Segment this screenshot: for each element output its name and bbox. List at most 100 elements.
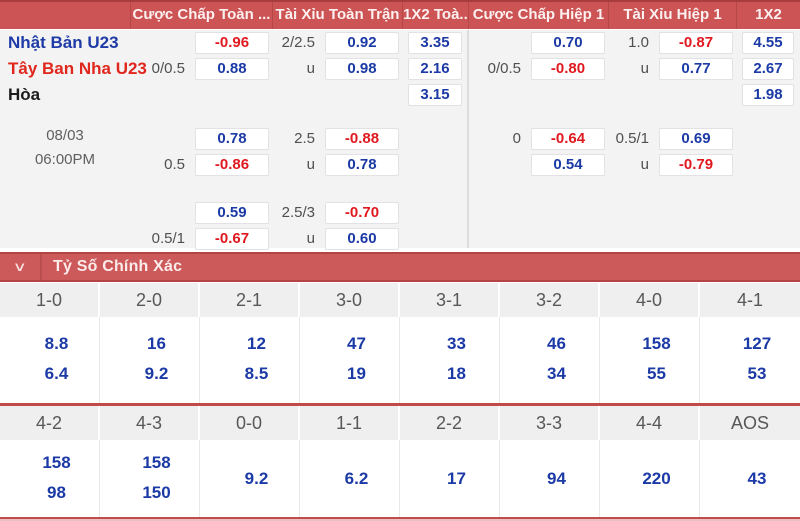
score-odds-cell: 220 xyxy=(600,440,700,517)
score-odds-value[interactable]: 6.2 xyxy=(344,468,369,488)
under-label: u xyxy=(306,156,315,173)
odds-pill-ou-full-over[interactable]: -0.70 xyxy=(325,202,399,224)
odds-pill-ou-full-under[interactable]: 0.98 xyxy=(325,58,399,80)
team-name-away: Tây Ban Nha U23 xyxy=(8,59,147,78)
score-odds-value[interactable]: 17 xyxy=(447,468,466,488)
under-label: u xyxy=(640,156,649,173)
score-odds-value[interactable]: 47 xyxy=(347,334,366,353)
score-header-cell: 4-0 xyxy=(600,283,700,317)
score-odds-value[interactable]: 98 xyxy=(47,483,66,502)
odds-pill-1x2-h1-draw[interactable]: 1.98 xyxy=(742,84,794,106)
draw-label: Hòa xyxy=(8,85,41,104)
score-odds-value[interactable]: 55 xyxy=(647,364,666,383)
section-header-divider xyxy=(40,254,42,280)
bottom-border-dark xyxy=(0,517,800,519)
score-odds-value[interactable]: 8.5 xyxy=(244,364,269,383)
score-odds-value[interactable]: 16 xyxy=(147,334,166,353)
score-header-cell: 4-3 xyxy=(100,406,200,440)
score-header-cell: 4-4 xyxy=(600,406,700,440)
odds-pill-ou-full-over[interactable]: 0.92 xyxy=(325,32,399,54)
odds-grid: Nhật Bản U23 Tây Ban Nha U23 Hòa -0.96 0… xyxy=(0,30,800,250)
odds-pill-cc-h1-home[interactable]: 0.70 xyxy=(531,32,605,54)
score-odds-row-1: 8.8 6.4 16 9.2 12 8.5 47 19 33 18 46 34 … xyxy=(0,317,800,403)
score-rows-separator xyxy=(0,403,800,406)
score-odds-value[interactable]: 53 xyxy=(747,364,767,383)
score-header-row-1: 1-0 2-0 2-1 3-0 3-1 3-2 4-0 4-1 xyxy=(0,283,800,317)
odds-pill-cc-full-away[interactable]: 0.88 xyxy=(195,58,269,80)
total-line: 2.5 xyxy=(294,130,315,147)
chevron-down-icon[interactable]: ∨ xyxy=(12,259,28,274)
odds-pill-ou-full-under[interactable]: 0.78 xyxy=(325,154,399,176)
score-odds-cell: 43 xyxy=(700,440,800,517)
score-odds-cell: 33 18 xyxy=(400,317,500,403)
full-half-divider xyxy=(467,30,469,248)
score-header-cell: 0-0 xyxy=(200,406,300,440)
header-handicap-full: Cược Chấp Toàn ... xyxy=(130,2,272,29)
score-odds-value[interactable]: 158 xyxy=(142,453,171,472)
odds-pill-ou-h1-over[interactable]: 0.69 xyxy=(659,128,733,150)
odds-pill-ou-h1-under[interactable]: 0.77 xyxy=(659,58,733,80)
correct-score-section-header[interactable]: ∨ Tỷ Số Chính Xác xyxy=(0,252,800,282)
score-header-cell: 4-1 xyxy=(700,283,800,317)
score-odds-value[interactable]: 150 xyxy=(142,483,171,502)
header-overunder-full: Tài Xỉu Toàn Trận xyxy=(272,2,402,29)
odds-pill-1x2-full-home[interactable]: 3.35 xyxy=(408,32,462,54)
score-header-cell: 1-0 xyxy=(0,283,100,317)
score-header-cell: 3-3 xyxy=(500,406,600,440)
odds-pill-cc-h1[interactable]: -0.64 xyxy=(531,128,605,150)
score-odds-value[interactable]: 94 xyxy=(547,468,566,488)
odds-pill-1x2-h1-away[interactable]: 2.67 xyxy=(742,58,794,80)
score-odds-cell: 158 55 xyxy=(600,317,700,403)
odds-pill-cc-full[interactable]: -0.67 xyxy=(195,228,269,250)
score-odds-value[interactable]: 8.8 xyxy=(44,334,69,353)
score-odds-value[interactable]: 220 xyxy=(642,468,671,488)
odds-pill-cc-full-home[interactable]: -0.96 xyxy=(195,32,269,54)
odds-pill-ou-h1-over[interactable]: -0.87 xyxy=(659,32,733,54)
score-odds-value[interactable]: 12 xyxy=(247,334,266,353)
score-odds-cell: 16 9.2 xyxy=(100,317,200,403)
total-line: 1.0 xyxy=(628,34,649,51)
score-header-cell: 3-2 xyxy=(500,283,600,317)
score-odds-value[interactable]: 9.2 xyxy=(244,468,269,488)
score-odds-value[interactable]: 18 xyxy=(447,364,466,383)
odds-pill-ou-full-under[interactable]: 0.60 xyxy=(325,228,399,250)
score-odds-value[interactable]: 6.4 xyxy=(44,364,69,383)
score-odds-cell: 158 150 xyxy=(100,440,200,517)
header-overunder-half1: Tài Xỉu Hiệp 1 xyxy=(608,2,736,29)
match-datetime: 08/03 06:00PM xyxy=(0,124,130,172)
under-label: u xyxy=(640,60,649,77)
odds-pill-cc-full[interactable]: 0.78 xyxy=(195,128,269,150)
handicap-line: 0.5 xyxy=(164,156,185,173)
odds-pill-1x2-full-away[interactable]: 2.16 xyxy=(408,58,462,80)
match-date: 08/03 xyxy=(46,127,84,144)
header-1x2-half1: 1X2 xyxy=(736,2,800,29)
odds-pill-cc-h1[interactable]: 0.54 xyxy=(531,154,605,176)
odds-pill-1x2-h1-home[interactable]: 4.55 xyxy=(742,32,794,54)
header-spacer xyxy=(0,2,130,29)
odds-pill-cc-h1-away[interactable]: -0.80 xyxy=(531,58,605,80)
score-odds-cell: 46 34 xyxy=(500,317,600,403)
score-odds-value[interactable]: 46 xyxy=(547,334,566,353)
odds-pill-ou-full-over[interactable]: -0.88 xyxy=(325,128,399,150)
score-header-cell: 1-1 xyxy=(300,406,400,440)
score-odds-value[interactable]: 158 xyxy=(42,453,71,472)
score-header-cell: 2-2 xyxy=(400,406,500,440)
score-odds-cell: 9.2 xyxy=(200,440,300,517)
total-line: 0.5/1 xyxy=(615,130,649,147)
score-odds-cell: 47 19 xyxy=(300,317,400,403)
score-odds-value[interactable]: 158 xyxy=(642,334,671,353)
header-handicap-half1: Cược Chấp Hiệp 1 xyxy=(468,2,608,29)
odds-pill-cc-full[interactable]: 0.59 xyxy=(195,202,269,224)
score-header-cell: AOS xyxy=(700,406,800,440)
score-odds-value[interactable]: 33 xyxy=(447,334,466,353)
odds-pill-ou-h1-under[interactable]: -0.79 xyxy=(659,154,733,176)
score-odds-value[interactable]: 127 xyxy=(742,334,772,353)
score-odds-value[interactable]: 43 xyxy=(747,468,767,488)
score-odds-value[interactable]: 34 xyxy=(547,364,566,383)
score-header-row-2: 4-2 4-3 0-0 1-1 2-2 3-3 4-4 AOS xyxy=(0,406,800,440)
odds-pill-1x2-full-draw[interactable]: 3.15 xyxy=(408,84,462,106)
odds-pill-cc-full[interactable]: -0.86 xyxy=(195,154,269,176)
score-odds-value[interactable]: 19 xyxy=(347,364,366,383)
score-odds-value[interactable]: 9.2 xyxy=(144,364,169,383)
